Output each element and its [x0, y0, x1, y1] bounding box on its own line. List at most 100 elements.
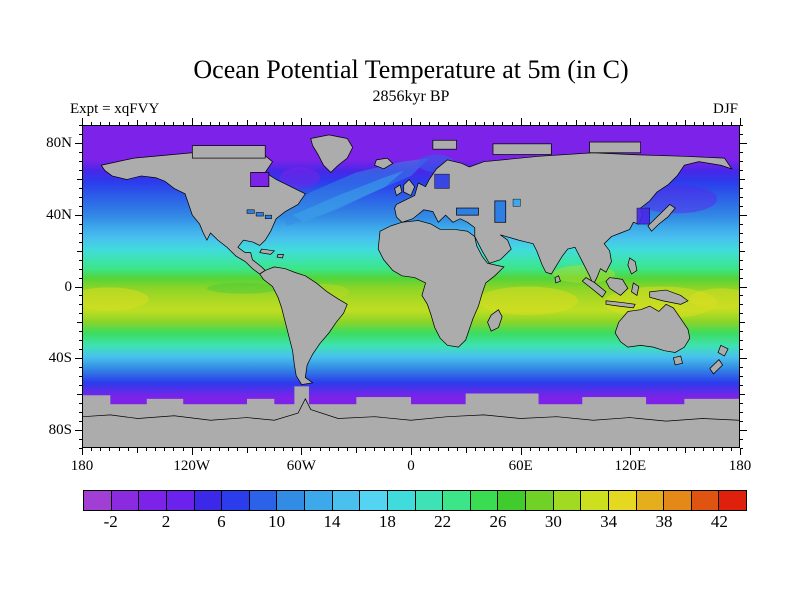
tick-mark	[630, 448, 632, 455]
tick-mark	[91, 122, 93, 125]
antarctica-block	[356, 397, 411, 406]
colorbar-label: 30	[544, 512, 562, 531]
tick-mark	[740, 412, 743, 414]
baltic-sea	[434, 173, 450, 189]
greenland	[310, 134, 354, 173]
tick-mark	[740, 286, 747, 288]
tick-mark	[548, 448, 550, 451]
antarctic-coastline	[83, 398, 739, 422]
tick-mark	[740, 223, 743, 225]
plot-title: Ocean Potential Temperature at 5m (in C)	[193, 55, 629, 84]
great-lake	[255, 212, 264, 217]
colorbar-segment	[331, 490, 361, 511]
antarctica-block	[83, 395, 111, 406]
y-axis-tick-label: 40S	[48, 350, 72, 367]
colorbar-label: 22	[434, 512, 452, 531]
tick-mark	[538, 122, 540, 125]
warm-pool-east-edge	[689, 288, 739, 310]
tick-mark	[447, 448, 449, 451]
tick-mark	[79, 125, 82, 126]
x-axis-tick-label: 60E	[508, 458, 533, 474]
tick-mark	[740, 205, 743, 207]
colorbar-segment	[497, 490, 526, 511]
central-pacific-warm-patch	[83, 287, 149, 311]
tick-mark	[79, 448, 82, 449]
colorbar-label: 34	[600, 512, 618, 531]
antarctica-block	[146, 398, 184, 406]
colorbar-label: 6	[217, 512, 226, 531]
tick-mark	[347, 122, 349, 125]
hispaniola	[276, 254, 284, 259]
tick-mark	[337, 122, 339, 125]
tick-mark	[109, 448, 111, 451]
tick-mark	[740, 349, 743, 351]
colorbar-segment	[165, 490, 195, 511]
tick-mark	[657, 122, 659, 125]
tick-mark	[602, 448, 604, 451]
tick-mark	[474, 448, 476, 451]
colorbar-label: 10	[268, 512, 286, 531]
tick-mark	[740, 394, 745, 396]
aral-sea	[512, 198, 521, 207]
tick-mark	[593, 448, 595, 451]
tick-mark	[740, 250, 745, 252]
tick-mark	[593, 122, 595, 125]
tick-mark	[79, 241, 82, 243]
tick-mark	[127, 448, 129, 451]
colorbar-segment	[580, 490, 609, 511]
tick-mark	[75, 214, 82, 216]
siberian-arctic-blocks	[492, 143, 552, 155]
tick-mark	[685, 120, 687, 125]
tick-mark	[200, 448, 202, 451]
new-guinea	[649, 289, 689, 305]
y-axis-tick-label: 40N	[46, 206, 72, 223]
tick-mark	[100, 122, 102, 125]
colorbar-segment	[386, 490, 416, 511]
colorbar-segment	[276, 490, 305, 511]
colorbar-segment	[525, 490, 554, 511]
tick-mark	[602, 122, 604, 125]
tick-mark	[529, 448, 531, 451]
y-axis-tick-label: 0	[64, 278, 73, 295]
japan	[647, 204, 676, 232]
tick-mark	[79, 169, 82, 171]
antarctica	[83, 386, 739, 447]
tick-mark	[740, 367, 743, 369]
tick-mark	[740, 232, 743, 234]
tick-mark	[740, 358, 747, 360]
tick-mark	[191, 448, 193, 455]
great-lake	[264, 214, 272, 220]
tick-mark	[228, 122, 230, 125]
tick-mark	[703, 448, 705, 451]
tick-mark	[392, 122, 394, 125]
tick-mark	[456, 122, 458, 125]
tick-mark	[136, 448, 138, 453]
colorbar-label: 26	[489, 512, 507, 531]
tick-mark	[456, 448, 458, 451]
tick-mark	[429, 122, 431, 125]
tick-mark	[447, 122, 449, 125]
antarctica-base	[83, 404, 739, 447]
colorbar-label: 2	[161, 512, 171, 531]
tick-mark	[740, 331, 743, 333]
east-siberian-blocks	[589, 141, 641, 154]
black-sea	[456, 207, 479, 216]
tick-mark	[465, 448, 467, 453]
tick-mark	[584, 448, 586, 451]
tick-mark	[740, 142, 747, 144]
continent-africa	[377, 220, 505, 348]
tick-mark	[438, 122, 440, 125]
tick-mark	[82, 118, 83, 125]
tick-mark	[621, 448, 623, 451]
tick-mark	[740, 178, 745, 180]
tick-mark	[648, 448, 650, 451]
tick-mark	[292, 122, 294, 125]
tick-mark	[374, 448, 376, 451]
tick-mark	[740, 169, 743, 171]
tick-mark	[79, 151, 82, 153]
tick-mark	[740, 322, 745, 324]
tick-mark	[520, 118, 522, 125]
tick-mark	[566, 122, 568, 125]
colorbar-segment	[193, 490, 223, 511]
x-axis-tick-label: 120E	[614, 458, 647, 474]
